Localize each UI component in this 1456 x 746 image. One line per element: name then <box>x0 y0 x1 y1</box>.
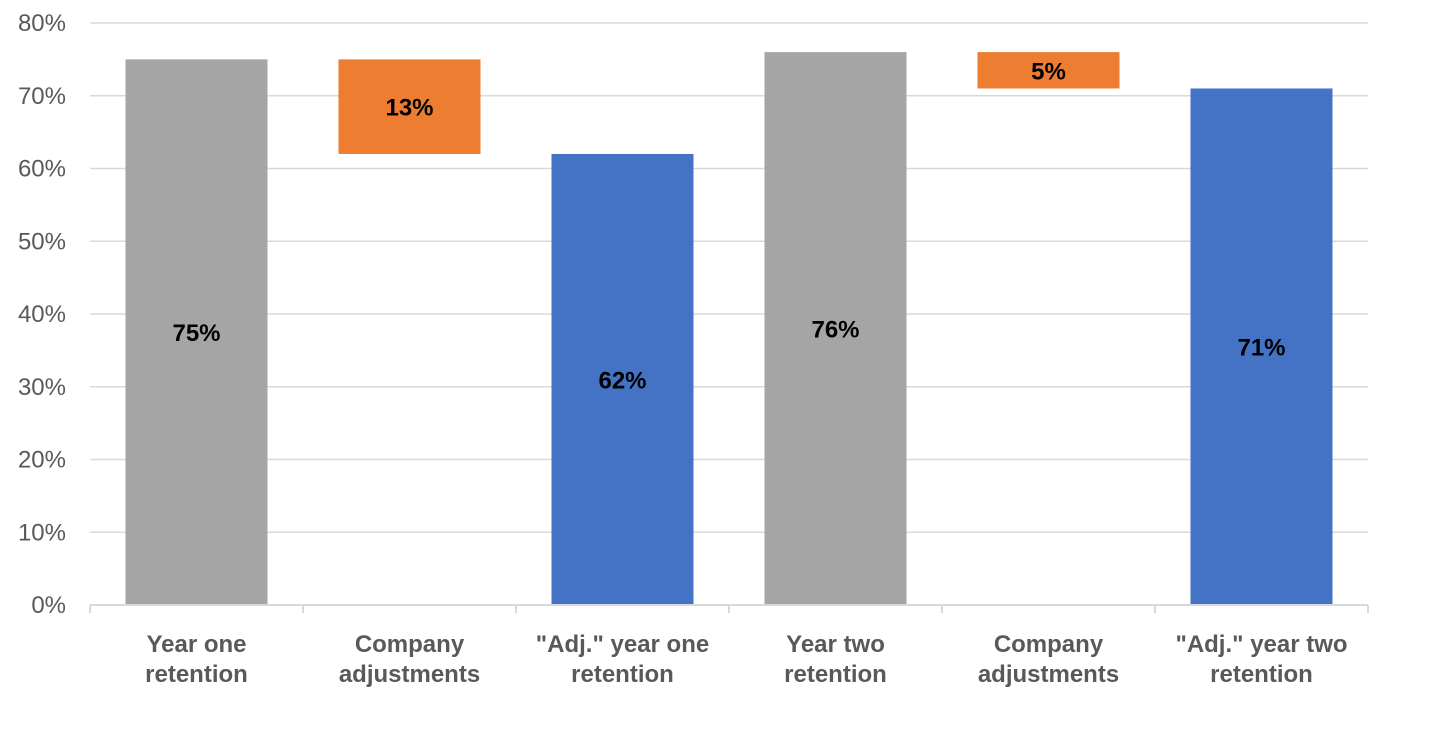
x-category-label: retention <box>784 661 887 688</box>
x-axis-category-labels: Year one retention Company adjustments "Adj.… <box>145 631 1347 688</box>
x-category-label: "Adj." year two <box>1175 631 1347 658</box>
y-tick-label: 50% <box>18 228 66 255</box>
y-tick-label: 10% <box>18 519 66 546</box>
data-label: 13% <box>385 95 433 122</box>
y-tick-label: 0% <box>31 592 66 619</box>
y-tick-label: 20% <box>18 447 66 474</box>
x-category-label: retention <box>1210 661 1313 688</box>
bar <box>1190 88 1333 606</box>
data-label: 71% <box>1237 335 1285 362</box>
data-labels: 75% 13% 62% 76% 5% 71% <box>172 58 1285 394</box>
x-category-label: adjustments <box>978 661 1119 688</box>
y-axis-tick-labels: 0% 10% 20% 30% 40% 50% 60% 70% 80% <box>18 10 66 619</box>
data-label: 76% <box>811 317 859 344</box>
bar <box>125 59 268 605</box>
x-axis <box>89 604 1369 613</box>
data-label: 62% <box>598 367 646 394</box>
x-category-label: "Adj." year one <box>536 631 709 658</box>
data-label: 5% <box>1031 58 1066 85</box>
bar <box>338 59 481 154</box>
x-category-label: Year one <box>146 631 246 658</box>
y-tick-label: 80% <box>18 10 66 37</box>
x-category-label: retention <box>571 661 674 688</box>
bar <box>764 52 907 606</box>
x-category-label: retention <box>145 661 248 688</box>
x-category-label: Year two <box>786 631 885 658</box>
bar <box>551 153 694 605</box>
y-tick-label: 40% <box>18 301 66 328</box>
x-category-label: Company <box>355 631 465 658</box>
y-tick-label: 30% <box>18 374 66 401</box>
data-label: 75% <box>172 320 220 347</box>
bar <box>977 52 1120 89</box>
x-category-label: adjustments <box>339 661 480 688</box>
y-tick-label: 60% <box>18 156 66 183</box>
gridlines <box>90 22 1368 533</box>
x-category-label: Company <box>994 631 1104 658</box>
y-tick-label: 70% <box>18 83 66 110</box>
bars <box>125 52 1333 606</box>
